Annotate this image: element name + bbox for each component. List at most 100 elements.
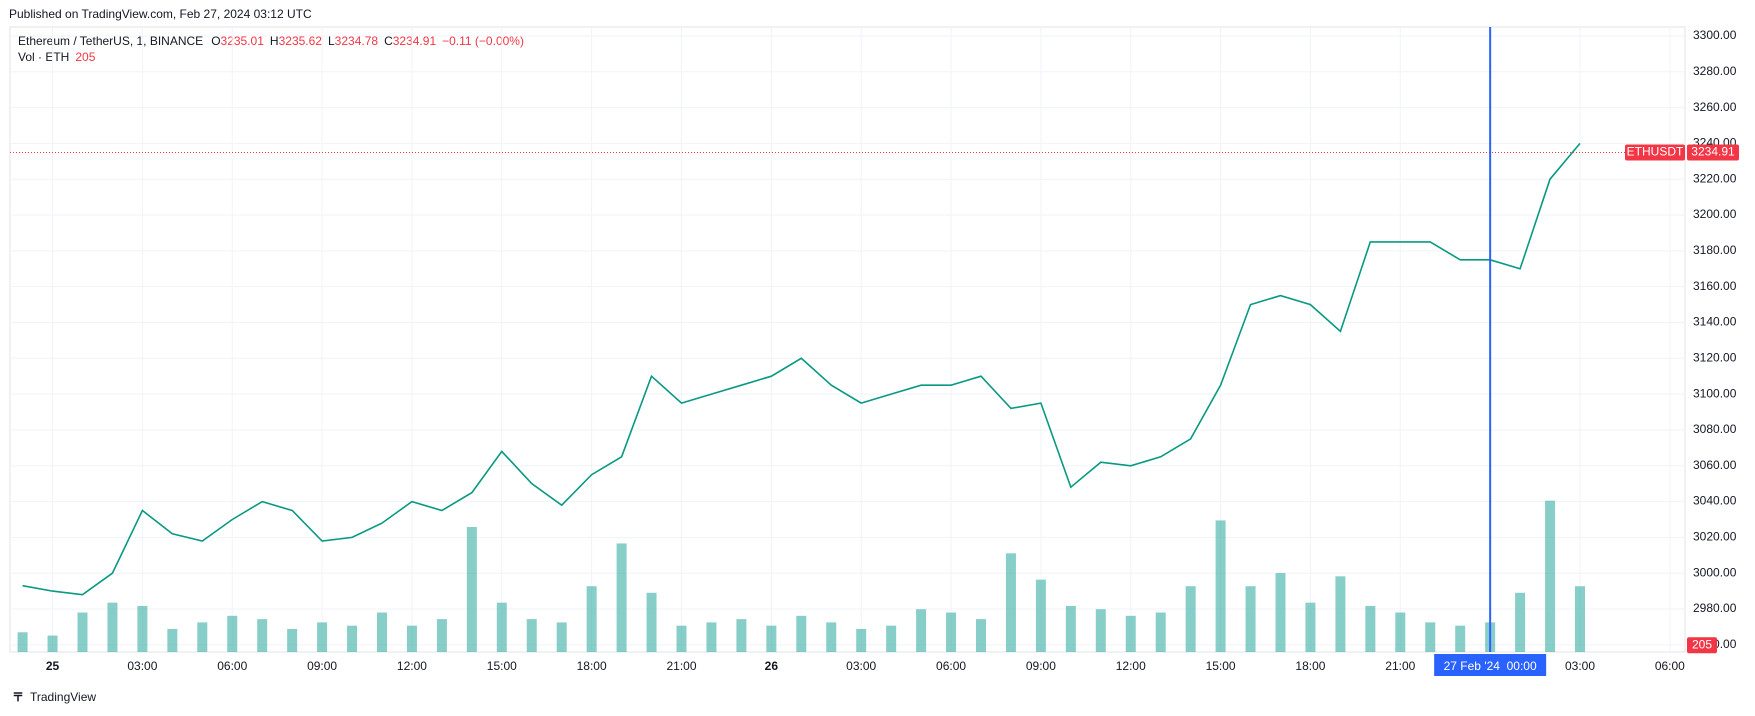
volume-bar [496,602,507,652]
y-tick-label: 3300.00 [1693,28,1737,42]
change: −0.11 (−0.00%) [442,34,524,48]
x-tick-label: 15:00 [1206,659,1236,673]
volume-bar [167,628,178,652]
y-tick-label: 3260.00 [1693,100,1737,114]
volume-bar [646,592,657,652]
legend-volume-line: Vol · ETH 205 [18,50,96,64]
volume-bar [197,622,208,652]
volume-bar [466,527,477,652]
y-tick-label: 3040.00 [1693,494,1737,508]
y-tick-label: 3280.00 [1693,64,1737,78]
x-tick-label: 09:00 [307,659,337,673]
x-tick-label: 06:00 [217,659,247,673]
last-volume-tag [1687,637,1717,654]
x-tick-label: 15:00 [487,659,517,673]
ohlc-value: 3234.78 [335,34,379,48]
volume-bar [77,612,88,652]
last-price-value: 3234.91 [1691,145,1735,159]
volume-bar [886,625,897,652]
volume-bar [17,632,28,652]
volume-bar [766,625,777,652]
footer: 〒 TradingView [12,690,96,704]
volume-bar [1065,605,1076,652]
volume-bar [1455,625,1466,652]
y-tick-label: 3220.00 [1693,171,1737,185]
last-price-tag [1625,144,1685,161]
y-tick-label: 3140.00 [1693,315,1737,329]
x-tick-label: 12:00 [1116,659,1146,673]
x-tick-label: 21:00 [1385,659,1415,673]
volume-bar [1365,605,1376,652]
volume-bar [616,543,627,652]
last-volume-value: 205 [1692,637,1712,651]
crosshair-label-box [1434,654,1547,676]
volume-bar [946,612,957,652]
crosshair-label: 27 Feb '24 00:00 [1444,659,1537,673]
y-tick-label: 3120.00 [1693,350,1737,364]
volume-bar [1185,586,1196,652]
volume-bar [1155,612,1166,652]
symbol: Ethereum / TetherUS, 1, BINANCE [18,34,203,48]
volume-bar [1395,612,1406,652]
y-tick-label: 3060.00 [1693,458,1737,472]
volume-bar [736,619,747,652]
volume-bar [796,615,807,652]
volume-bar [1095,609,1106,652]
published-note: Published on TradingView.com, Feb 27, 20… [9,7,312,21]
volume-bar [706,622,717,652]
volume-bar [436,619,447,652]
volume-bar [1305,602,1316,652]
volume-bar [406,625,417,652]
volume-bar [317,622,328,652]
x-tick-label: 03:00 [846,659,876,673]
volume-bar [1275,573,1286,652]
volume-bar [227,615,238,652]
legend-symbol-line: Ethereum / TetherUS, 1, BINANCE O3235.01 H… [18,34,524,48]
y-tick-label: 3080.00 [1693,422,1737,436]
last-price-value-tag [1687,144,1739,161]
volume-bar [826,622,837,652]
x-tick-label: 06:00 [936,659,966,673]
x-tick-label: 25 [46,659,60,673]
y-tick-label: 2980.00 [1693,601,1737,615]
volume-bar [856,628,867,652]
volume-bar [1125,615,1136,652]
volume-bar [976,619,986,652]
y-tick-label: 3160.00 [1693,279,1737,293]
x-tick-label: 18:00 [1295,659,1325,673]
y-tick-label: 3020.00 [1693,530,1737,544]
volume-value: 205 [75,50,95,64]
volume-bar [347,625,358,652]
volume-bar [287,628,298,652]
volume-bar [1215,520,1226,652]
volume-bar [1245,586,1256,652]
volume-bar [137,605,148,652]
x-tick-label: 21:00 [666,659,696,673]
footer-logo: 〒 [12,690,24,704]
y-tick-label: 3000.00 [1693,565,1737,579]
ohlc-key: H [270,34,279,48]
volume-bar [586,586,597,652]
x-tick-label: 12:00 [397,659,427,673]
legend: Ethereum / TetherUS, 1, BINANCE O3235.01 H… [18,34,524,64]
volume-bar [1035,579,1046,652]
volume-bar [257,619,268,652]
volume-bar [676,625,687,652]
x-tick-label: 06:00 [1655,659,1685,673]
ohlc-key: L [328,34,335,48]
footer-brand: TradingView [30,690,96,704]
ohlc-value: 3234.91 [393,34,437,48]
ohlc-key: C [384,34,393,48]
y-tick-label: 3180.00 [1693,243,1737,257]
x-tick-label: 26 [765,659,779,673]
y-tick-label: 3200.00 [1693,207,1737,221]
volume-bar [1545,500,1556,652]
volume-bar [1005,553,1016,652]
volume-bar [107,602,118,652]
volume-bar [916,609,927,652]
volume-bar [377,612,387,652]
volume-bar [556,622,567,652]
volume-bar [1515,592,1526,652]
ohlc-value: 3235.01 [221,34,265,48]
volume-bar [47,635,58,652]
